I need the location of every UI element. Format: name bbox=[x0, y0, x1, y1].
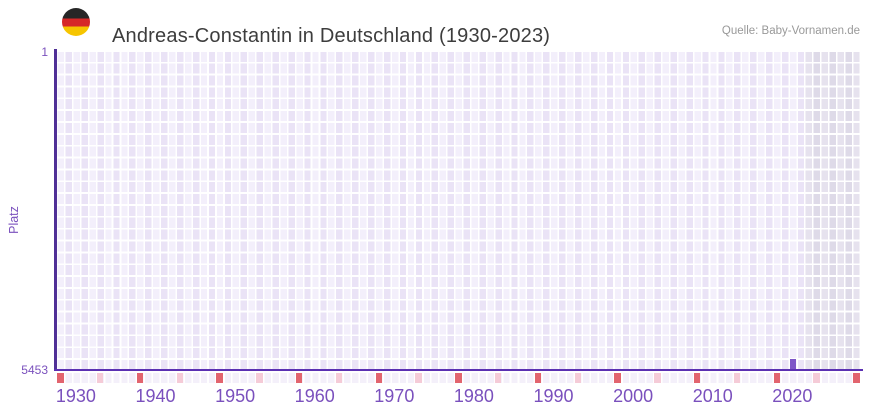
strip-cell-pink bbox=[415, 372, 422, 383]
x-tick-label: 2020 bbox=[772, 386, 813, 406]
strip-cell-red bbox=[694, 372, 701, 383]
year-marker-strip bbox=[56, 372, 860, 383]
strip-cell-red bbox=[455, 372, 462, 383]
strip-cell-red bbox=[216, 372, 223, 383]
strip-cell-pink bbox=[654, 372, 661, 383]
strip-cell-pink bbox=[335, 372, 343, 383]
x-tick-label: 1940 bbox=[135, 386, 176, 406]
strip-cell-pink bbox=[813, 372, 820, 383]
x-tick-label: 1930 bbox=[55, 386, 96, 406]
strip-cell-pink bbox=[733, 372, 741, 383]
strip-cell-red bbox=[614, 372, 621, 383]
data-point-bar[interactable] bbox=[789, 359, 796, 370]
german-flag-icon bbox=[62, 8, 90, 36]
strip-cell-red bbox=[773, 372, 780, 383]
strip-cell-red bbox=[853, 372, 860, 383]
no-data-region bbox=[804, 50, 860, 370]
x-tick-label: 2010 bbox=[692, 386, 733, 406]
strip-cell-red bbox=[375, 372, 382, 383]
y-axis-label: Platz bbox=[7, 206, 21, 234]
plot-area[interactable] bbox=[56, 50, 860, 370]
x-tick-label: 1990 bbox=[533, 386, 574, 406]
x-tick-label: 1950 bbox=[215, 386, 256, 406]
strip-cell-pink bbox=[97, 372, 104, 383]
x-tick-label: 1960 bbox=[294, 386, 335, 406]
source-credit: Quelle: Baby-Vornamen.de bbox=[721, 25, 860, 37]
strip-cell-red bbox=[136, 372, 144, 383]
y-tick-bottom: 5453 bbox=[21, 363, 48, 377]
page-title: Andreas-Constantin in Deutschland (1930-… bbox=[112, 25, 551, 48]
strip-cell-red bbox=[296, 372, 303, 383]
y-axis-line bbox=[54, 49, 57, 371]
x-tick-label: 2000 bbox=[613, 386, 654, 406]
strip-cell-pink bbox=[256, 372, 263, 383]
x-axis-line bbox=[54, 369, 863, 371]
strip-cell-pink bbox=[574, 372, 581, 383]
y-tick-top: 1 bbox=[41, 45, 48, 59]
x-tick-label: 1970 bbox=[374, 386, 415, 406]
strip-cell-pink bbox=[495, 372, 502, 383]
x-axis-ticks: 1930 1940 1950 1960 1970 1980 1990 2000 2010 2020 bbox=[56, 386, 860, 408]
strip-cell-pink bbox=[176, 372, 183, 383]
x-tick-label: 1980 bbox=[453, 386, 494, 406]
strip-cell-red bbox=[534, 372, 542, 383]
strip-cell-red bbox=[57, 372, 64, 383]
